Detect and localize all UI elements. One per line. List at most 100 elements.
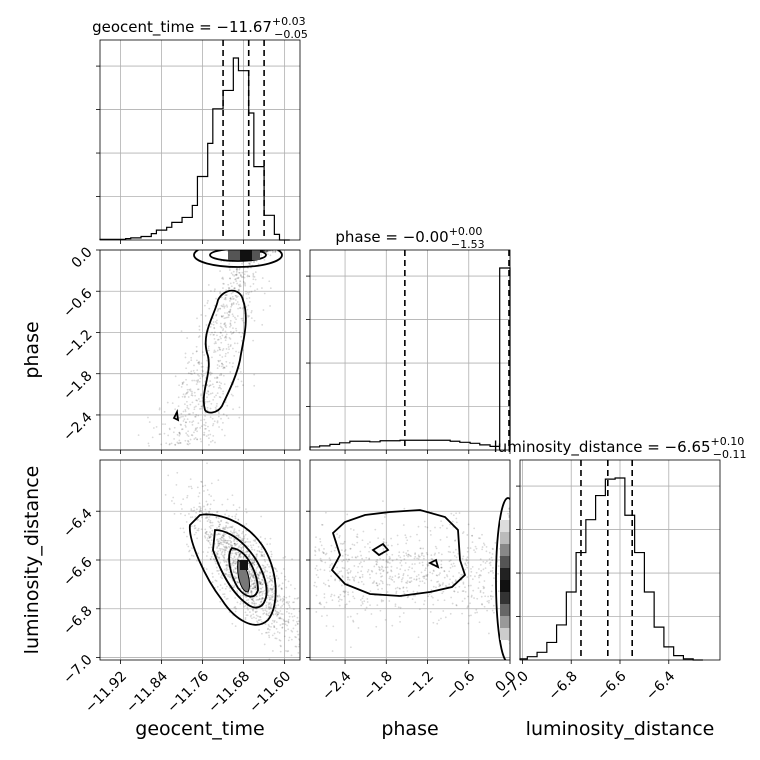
scatter-point [225,294,228,297]
scatter-point [189,372,192,375]
scatter-point [382,599,385,602]
scatter-point [234,294,237,297]
scatter-point [250,598,253,601]
scatter-point [389,557,392,560]
scatter-point [222,329,224,332]
scatter-point [270,606,272,608]
scatter-point [236,542,239,545]
scatter-point [278,612,280,614]
scatter-point [370,613,373,615]
scatter-point [247,555,250,558]
scatter-point [426,565,429,567]
scatter-point [180,330,183,332]
scatter-point [187,545,190,548]
scatter-point [243,273,246,276]
scatter-point [359,550,362,553]
scatter-point [193,372,196,374]
scatter-point [254,586,256,589]
scatter-point [225,525,227,527]
scatter-point [175,483,178,486]
scatter-point [227,539,230,542]
scatter-point [237,581,240,584]
scatter-point [481,533,483,536]
scatter-point [430,554,433,557]
scatter-point [223,367,226,369]
scatter-point [260,553,263,556]
scatter-point [242,545,244,548]
scatter-point [407,595,410,598]
scatter-point [488,562,491,565]
scatter-point [252,587,255,590]
scatter-point [394,603,397,606]
scatter-point [271,588,274,591]
scatter-point [237,284,240,287]
scatter-point [292,601,294,604]
scatter-point [385,560,388,563]
scatter-point [367,542,369,545]
scatter-point [190,434,193,436]
scatter-point [272,585,275,588]
scatter-point [486,600,489,603]
scatter-point [274,613,277,616]
scatter-point [269,580,271,583]
scatter-point [259,583,262,585]
scatter-point [163,432,166,435]
scatter-point [172,496,175,499]
scatter-point [352,578,355,581]
scatter-point [306,623,308,625]
scatter-point [492,604,495,607]
scatter-point [437,599,439,602]
scatter-point [325,552,328,555]
scatter-point [271,634,274,637]
scatter-point [254,611,257,614]
scatter-point [232,568,235,571]
scatter-point [472,589,475,592]
scatter-point [233,538,236,541]
scatter-point [242,384,244,387]
scatter-point [342,559,345,561]
scatter-point [406,539,409,542]
scatter-point [211,524,214,527]
scatter-point [265,574,268,577]
scatter-point [233,531,236,534]
scatter-point [259,536,262,538]
scatter-point [260,573,263,575]
scatter-point [190,554,193,557]
scatter-point [274,567,276,570]
scatter-point [190,485,193,488]
scatter-point [200,407,203,410]
scatter-point [326,664,328,666]
scatter-point [225,289,228,292]
scatter-point [270,626,272,628]
scatter-point [261,578,264,581]
scatter-point [245,292,248,295]
scatter-point [306,618,308,620]
scatter-point [266,584,269,587]
scatter-point [209,521,212,524]
y-tick-label: −1.2 [60,327,95,362]
scatter-point [217,387,220,389]
scatter-point [452,562,455,565]
scatter-point [283,598,285,601]
y-tick-label: −1.8 [60,368,95,403]
scatter-point [245,290,247,293]
scatter-point [267,614,270,617]
scatter-point [218,523,221,526]
scatter-point [380,579,382,582]
scatter-point [232,331,235,333]
scatter-point [362,530,365,533]
scatter-point [452,551,455,554]
scatter-point [211,392,214,394]
scatter-point [234,597,237,599]
scatter-point [256,288,259,291]
scatter-point [488,558,491,560]
scatter-point [197,379,200,381]
scatter-point [217,338,220,341]
scatter-point [235,553,238,556]
scatter-point [187,440,190,443]
scatter-point [214,340,217,343]
scatter-point [237,276,240,279]
scatter-point [244,283,246,285]
scatter-point [231,549,234,552]
scatter-point [229,576,232,579]
